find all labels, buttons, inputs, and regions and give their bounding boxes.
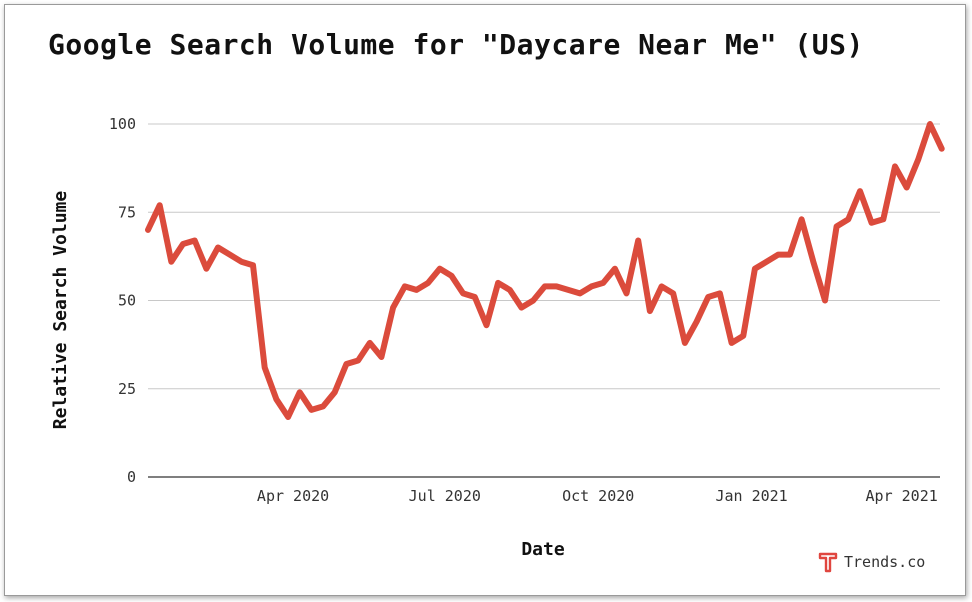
x-tick-labels: Apr 2020 Jul 2020 Oct 2020 Jan 2021 Apr 2021: [257, 487, 938, 505]
x-tick-label: Jul 2020: [409, 487, 481, 505]
y-tick-label: 25: [118, 380, 136, 398]
x-tick-label: Apr 2020: [257, 487, 329, 505]
x-tick-label: Jan 2021: [715, 487, 787, 505]
x-tick-label: Oct 2020: [562, 487, 634, 505]
brand-name: Trends.co: [844, 553, 926, 571]
y-tick-label: 75: [118, 203, 136, 221]
trends-logo-icon: [818, 552, 838, 573]
y-tick-label: 50: [118, 292, 136, 310]
y-tick-label: 0: [127, 468, 136, 486]
x-tick-label: Apr 2021: [866, 487, 938, 505]
series-line: [145, 121, 945, 420]
brand-watermark: Trends.co: [818, 551, 925, 573]
grid-lines: [148, 123, 940, 478]
chart-title: Google Search Volume for "Daycare Near M…: [48, 28, 864, 61]
y-axis-title: Relative Search Volume: [50, 191, 71, 430]
y-tick-label: 100: [109, 115, 136, 133]
x-axis-title: Date: [521, 539, 565, 560]
y-tick-labels: 0 25 50 75 100: [109, 115, 136, 486]
